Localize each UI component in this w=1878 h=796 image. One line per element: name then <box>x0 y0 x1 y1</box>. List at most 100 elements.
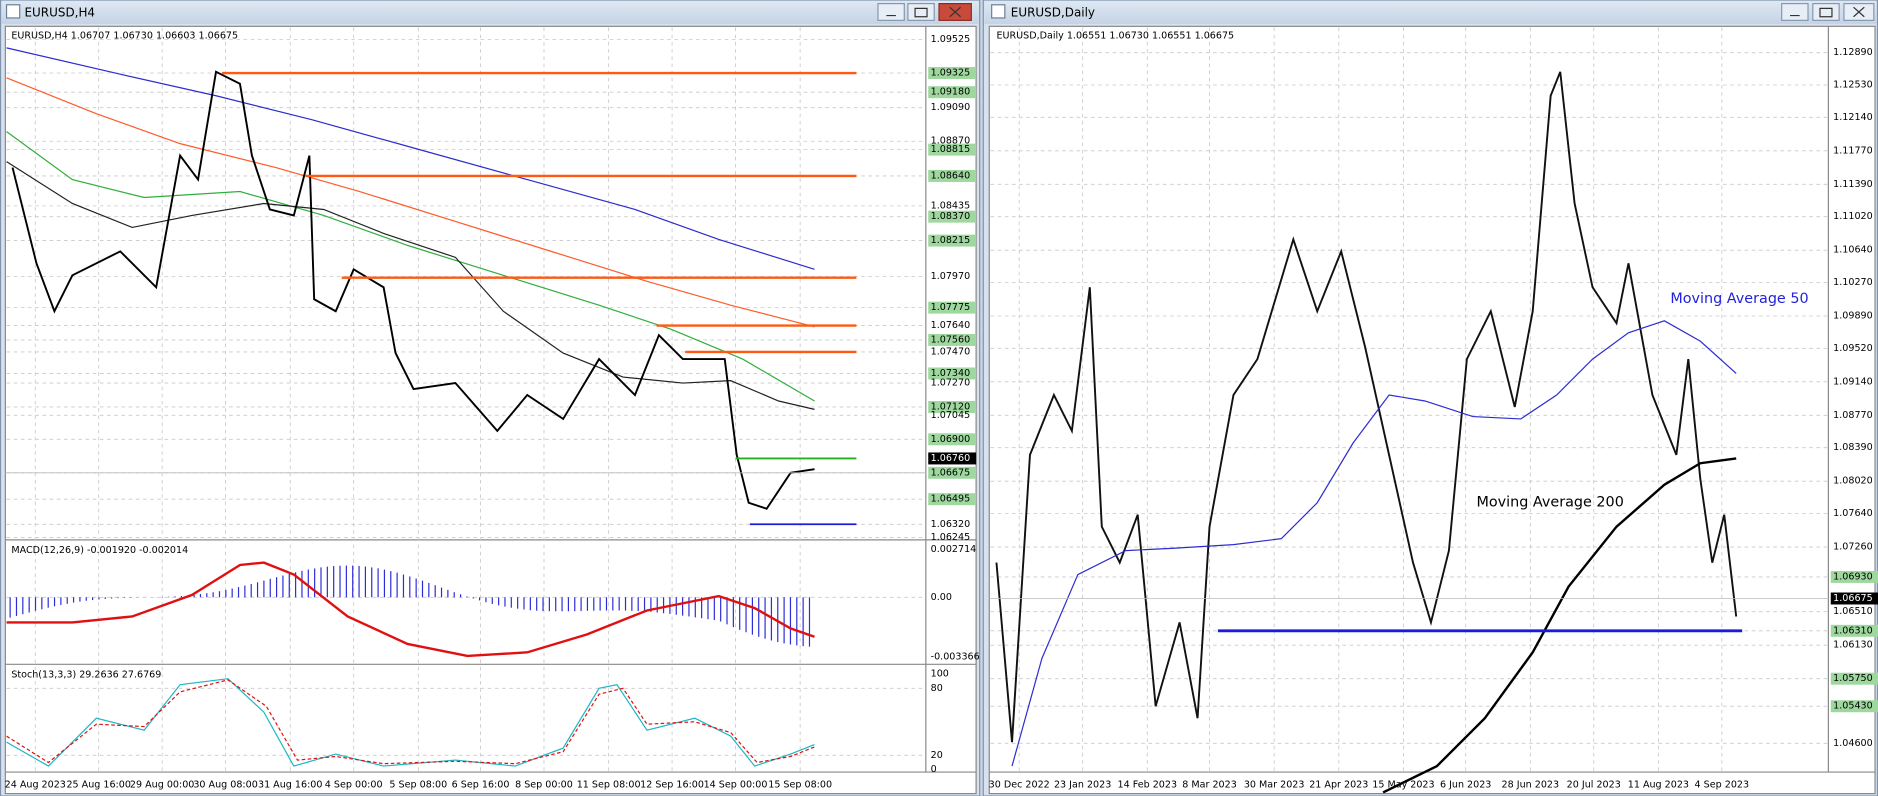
price-label-box <box>928 301 977 314</box>
time-label: 21 Apr 2023 <box>1309 780 1368 791</box>
price-label: 1.07640 <box>931 320 971 331</box>
price-label: 1.06495 <box>931 494 971 505</box>
price-label: 1.08020 <box>1833 476 1873 487</box>
time-label: 24 Aug 2023 <box>5 780 66 791</box>
minimize-button[interactable] <box>877 2 905 21</box>
annotation: Moving Average 200 <box>1476 495 1623 511</box>
restore-button[interactable] <box>1812 2 1840 21</box>
price-label: 1.07775 <box>931 302 971 313</box>
price-label: 1.05750 <box>1833 673 1873 684</box>
macd-label: 0.00 <box>931 592 952 603</box>
window-h4: EURUSD,H4 <box>0 0 981 796</box>
time-label: 11 Aug 2023 <box>1628 780 1689 791</box>
price-label: 1.07560 <box>931 334 971 345</box>
daily-plot <box>989 71 1829 794</box>
time-label: 8 Mar 2023 <box>1182 780 1237 791</box>
price-label: 1.07045 <box>931 410 971 421</box>
price-label: 1.07120 <box>931 401 971 412</box>
window-title: EURUSD,Daily <box>1011 6 1095 20</box>
time-label: 20 Jul 2023 <box>1567 780 1621 791</box>
annotation: Moving Average 50 <box>1670 291 1808 307</box>
price-label: 1.08815 <box>931 144 971 155</box>
time-label: 30 Mar 2023 <box>1244 780 1305 791</box>
price-label-box <box>928 169 977 182</box>
time-label: 14 Feb 2023 <box>1118 780 1178 791</box>
price-label: 1.10640 <box>1833 245 1873 256</box>
price-label-box <box>1830 700 1878 713</box>
price-label-box <box>928 210 977 223</box>
grid <box>6 27 1829 773</box>
time-label: 6 Sep 16:00 <box>452 780 510 791</box>
stoch-label: 80 <box>931 683 943 694</box>
time-label: 5 Sep 08:00 <box>389 780 447 791</box>
time-label: 11 Sep 08:00 <box>577 780 641 791</box>
price-label: 1.08370 <box>931 211 971 222</box>
macd-label: 0.002714 <box>931 544 977 555</box>
time-label: 14 Sep 00:00 <box>704 780 768 791</box>
price-label: 1.11770 <box>1833 145 1873 156</box>
macd-label: -0.003366 <box>931 652 980 663</box>
time-label: 31 Aug 16:00 <box>258 780 322 791</box>
price-label: 1.06130 <box>1833 640 1873 651</box>
price-label: 1.11390 <box>1833 179 1873 190</box>
price-label: 1.07970 <box>931 271 971 282</box>
chart-info: EURUSD,Daily 1.06551 1.06730 1.06551 1.0… <box>996 30 1234 41</box>
price-label: 1.07470 <box>931 346 971 357</box>
title-bar[interactable] <box>984 1 1877 24</box>
time-label: 23 Jan 2023 <box>1054 780 1111 791</box>
price-label: 1.08770 <box>1833 410 1873 421</box>
price-label: 1.11020 <box>1833 211 1873 222</box>
time-label: 4 Sep 2023 <box>1695 780 1750 791</box>
price-label-box <box>928 493 977 506</box>
time-label: 30 Aug 08:00 <box>193 780 257 791</box>
stoch-label: 20 <box>931 750 943 761</box>
window-title: EURUSD,H4 <box>24 6 95 20</box>
macd-info: MACD(12,26,9) -0.001920 -0.002014 <box>11 545 188 556</box>
price-label: 1.09090 <box>931 102 971 113</box>
price-label: 1.07260 <box>1833 542 1873 553</box>
price-label: 1.06510 <box>1833 606 1873 617</box>
price-label: 1.12140 <box>1833 112 1873 123</box>
price-label: 1.09180 <box>931 87 971 98</box>
price-label: 1.09890 <box>1833 311 1873 322</box>
restore-button[interactable] <box>907 2 935 21</box>
time-label: 25 Aug 16:00 <box>66 780 130 791</box>
price-label: 1.07270 <box>931 378 971 389</box>
price-label: 1.06930 <box>1833 571 1873 582</box>
price-label: 1.09140 <box>1833 376 1873 387</box>
price-label-box <box>1830 592 1878 605</box>
time-label: 28 Jun 2023 <box>1502 780 1560 791</box>
title-bar[interactable] <box>1 1 979 24</box>
axis-labels: 1.09525 1.09325 1.09180 1.09090 1.088701.088… <box>5 34 1878 791</box>
price-label: 1.07340 <box>931 368 971 379</box>
minimize-button[interactable] <box>1781 2 1809 21</box>
price-label-box <box>1830 672 1878 685</box>
price-label-box <box>1830 624 1878 637</box>
price-label: 1.12890 <box>1833 47 1873 58</box>
time-label: 4 Sep 00:00 <box>325 780 383 791</box>
time-label: 29 Aug 00:00 <box>130 780 194 791</box>
price-label-box <box>928 400 977 413</box>
price-label-box <box>1830 570 1878 583</box>
price-label-box <box>928 466 977 479</box>
stoch-label: 0 <box>931 764 937 775</box>
stoch-info: Stoch(13,3,3) 29.2636 27.6769 <box>11 670 161 681</box>
time-label: 15 May 2023 <box>1372 780 1434 791</box>
price-label-box <box>928 234 977 247</box>
price-label: 1.08215 <box>931 235 971 246</box>
price-label-box <box>928 67 977 80</box>
price-label: 1.09325 <box>931 68 971 79</box>
price-label: 1.08640 <box>931 170 971 181</box>
chart-info: EURUSD,H4 1.06707 1.06730 1.06603 1.0667… <box>11 30 238 41</box>
price-label: 1.05430 <box>1833 701 1873 712</box>
price-label: 1.04600 <box>1833 738 1873 749</box>
price-label: 1.06760 <box>931 453 971 464</box>
price-label: 1.09525 <box>931 34 971 45</box>
price-label: 1.10270 <box>1833 277 1873 288</box>
price-label: 1.07640 <box>1833 508 1873 519</box>
price-label: 1.06310 <box>1833 625 1873 636</box>
price-label-box <box>928 333 977 346</box>
time-label: 15 Sep 08:00 <box>768 780 832 791</box>
